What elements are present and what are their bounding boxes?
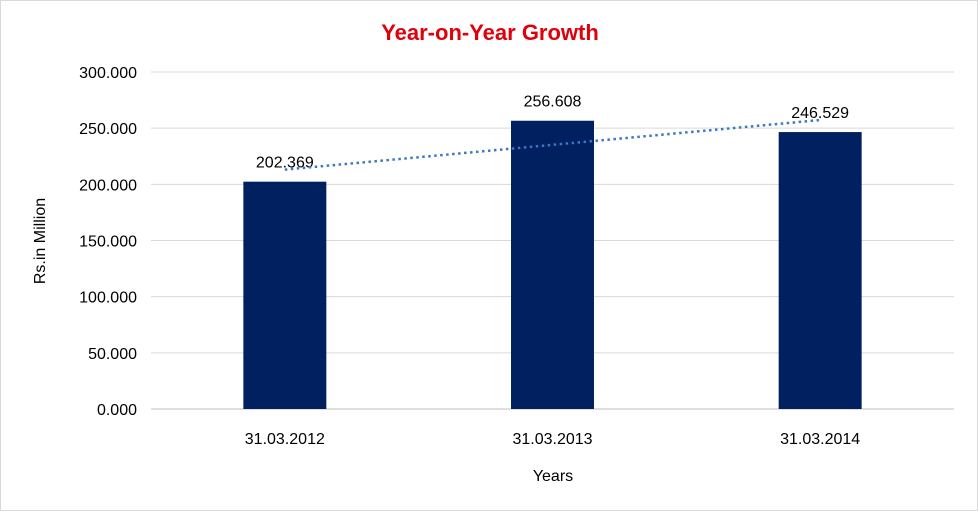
bar — [243, 181, 327, 409]
y-tick-label: 250.000 — [79, 121, 137, 138]
data-labels: 202.369 256.608 246.529 — [256, 94, 849, 172]
x-tick-label: 31.03.2013 — [512, 431, 592, 448]
y-tick-label: 50.000 — [88, 346, 137, 363]
x-tick-label: 31.03.2012 — [245, 431, 325, 448]
bar — [778, 132, 862, 410]
data-label: 202.369 — [256, 155, 314, 172]
y-axis-ticks: 0.000 50.000 100.000 150.000 200.000 250.000 3… — [79, 65, 137, 419]
y-tick-label: 150.000 — [79, 234, 137, 251]
y-tick-label: 100.000 — [79, 290, 137, 307]
data-label: 256.608 — [524, 94, 582, 111]
y-tick-label: 200.000 — [79, 177, 137, 194]
y-tick-label: 300.000 — [79, 65, 137, 82]
x-axis-title: Years — [533, 468, 573, 485]
data-label: 246.529 — [791, 105, 849, 122]
chart-title: Year-on-Year Growth — [381, 20, 599, 45]
x-axis-ticks: 31.03.2012 31.03.2013 31.03.2014 — [245, 431, 861, 448]
bar — [511, 120, 594, 409]
y-axis-title: Rs.in Million — [32, 198, 49, 284]
bars — [243, 120, 862, 410]
x-tick-label: 31.03.2014 — [780, 431, 860, 448]
y-tick-label: 0.000 — [97, 402, 137, 419]
